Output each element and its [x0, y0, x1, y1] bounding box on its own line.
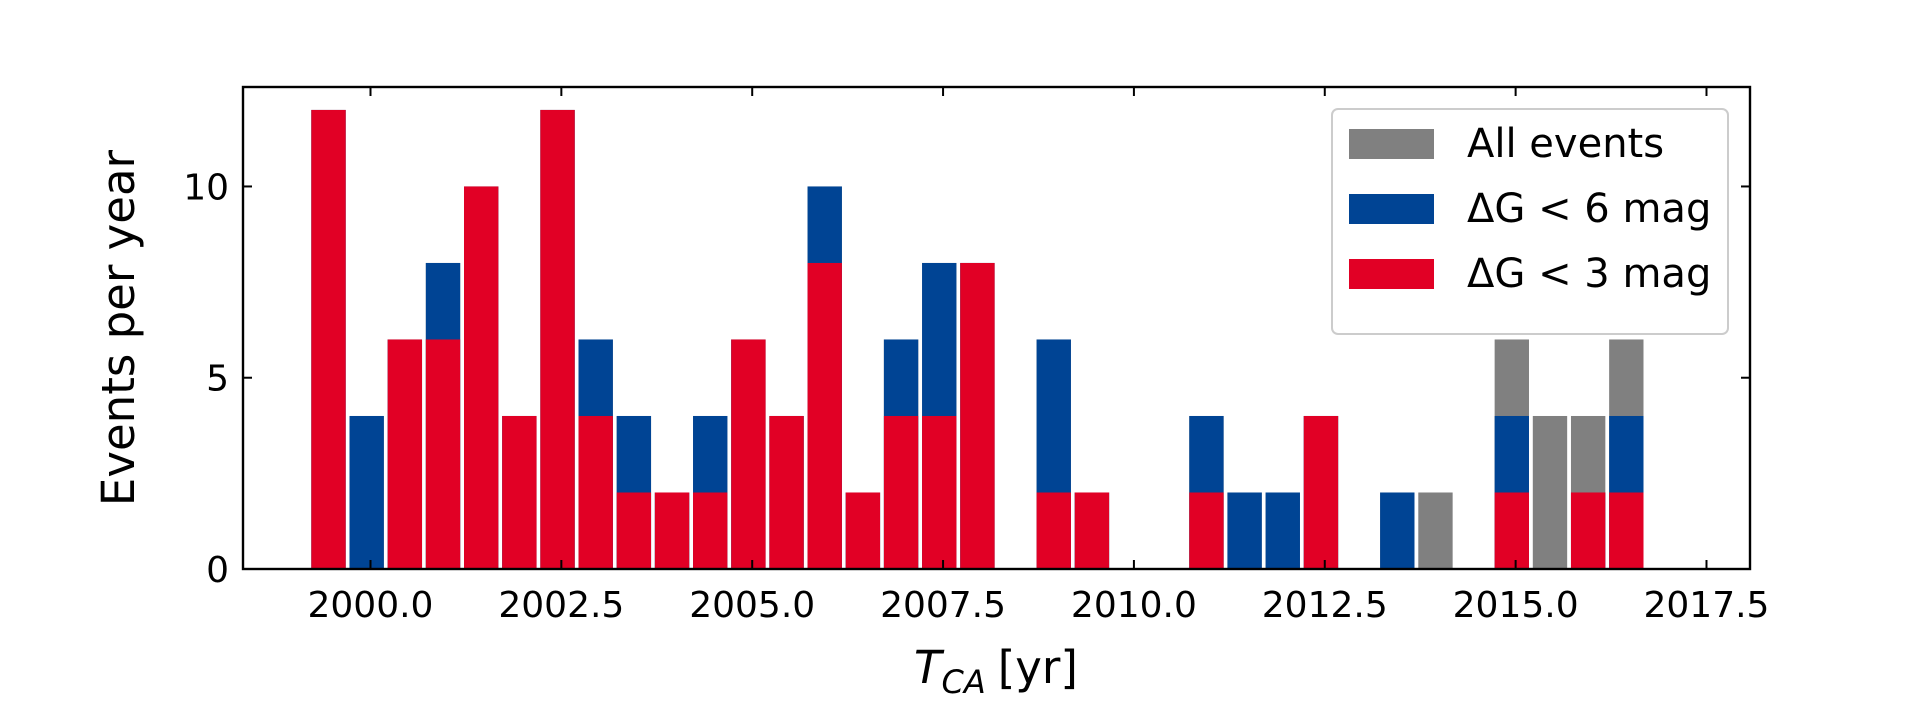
- y-axis-label: Events per year: [92, 149, 145, 506]
- bar: [425, 339, 461, 569]
- bar: [578, 415, 613, 569]
- x-tick-label: 2000.0: [308, 585, 434, 626]
- bar: [616, 492, 652, 569]
- bar: [1418, 492, 1453, 569]
- x-label-subscript: CA: [942, 663, 986, 701]
- bar: [464, 186, 499, 569]
- legend-swatch: [1349, 194, 1434, 224]
- y-tick-label: 5: [206, 359, 229, 400]
- bar: [960, 262, 995, 569]
- x-tick-label: 2002.5: [498, 585, 624, 626]
- bar: [845, 492, 881, 569]
- legend-label: ΔG < 3 mag: [1467, 251, 1711, 297]
- legend-label: All events: [1467, 121, 1664, 167]
- x-label-symbol: T: [914, 641, 945, 694]
- bar: [1265, 492, 1300, 569]
- bar: [1036, 492, 1071, 569]
- legend-swatch: [1349, 259, 1434, 289]
- bar: [1303, 415, 1339, 569]
- x-tick-label: 2017.5: [1644, 585, 1770, 626]
- bar: [769, 415, 804, 569]
- bar: [922, 415, 957, 569]
- x-label-unit: [yr]: [998, 641, 1078, 694]
- bar: [654, 492, 690, 569]
- y-tick-label: 0: [206, 550, 229, 591]
- bar: [883, 415, 919, 569]
- bar: [349, 415, 384, 569]
- bar: [1074, 492, 1110, 569]
- bar: [693, 492, 728, 569]
- bar: [387, 339, 423, 569]
- legend-label: ΔG < 6 mag: [1467, 186, 1711, 232]
- x-tick-label: 2007.5: [880, 585, 1006, 626]
- x-tick-label: 2010.0: [1071, 585, 1197, 626]
- plot-frame: [241, 85, 1752, 571]
- x-tick-label: 2015.0: [1453, 585, 1579, 626]
- bar: [731, 339, 766, 569]
- legend: All events ΔG < 6 mag ΔG < 3 mag: [1331, 108, 1729, 335]
- y-tick-label: 10: [183, 167, 229, 208]
- bar: [502, 415, 537, 569]
- bar: [1380, 492, 1415, 569]
- legend-swatch: [1349, 129, 1434, 159]
- bar: [1570, 492, 1606, 569]
- bar: [807, 262, 842, 569]
- bar: [1532, 415, 1568, 569]
- bar: [311, 109, 346, 569]
- bar: [1494, 492, 1529, 569]
- x-tick-label: 2005.0: [689, 585, 815, 626]
- bar: [540, 109, 575, 569]
- bar: [1227, 492, 1262, 569]
- x-tick-label: 2012.5: [1262, 585, 1388, 626]
- bar: [1189, 492, 1224, 569]
- bar: [1609, 492, 1644, 569]
- x-axis-label: TCA [yr]: [914, 641, 1078, 701]
